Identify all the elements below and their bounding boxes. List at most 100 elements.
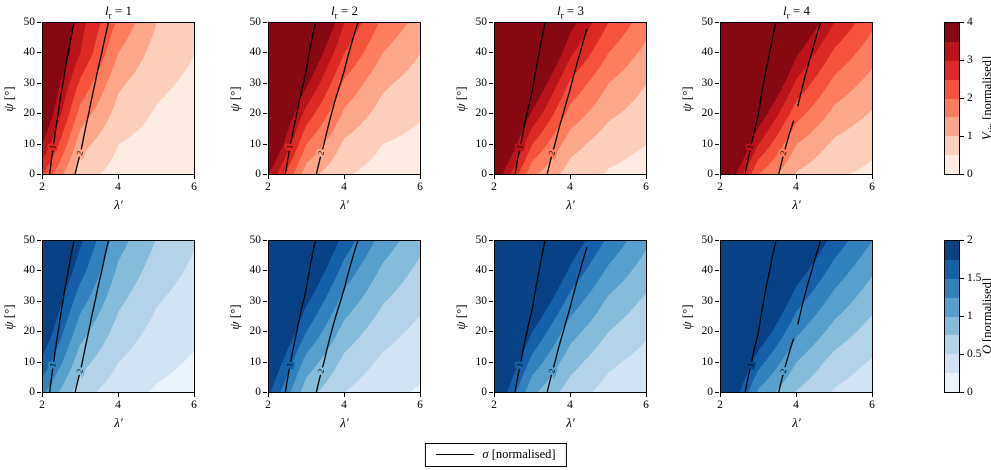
colorbar-tick-label: 2 — [967, 92, 973, 104]
y-tick-label: 50 — [23, 234, 36, 246]
colorbar-tick-label: 0.5 — [967, 348, 982, 360]
colorbar-band — [945, 155, 959, 174]
colorbar-q-label-rest: [normalised] — [979, 277, 991, 342]
x-tick-label: 2 — [717, 399, 723, 411]
x-tick-label: 2 — [717, 181, 723, 193]
x-tickmark — [570, 175, 571, 179]
y-tickmark — [37, 300, 41, 302]
y-tick-label: 40 — [249, 46, 262, 59]
x-tick-label: 4 — [341, 399, 347, 411]
x-tickmark — [194, 175, 195, 179]
y-axis-label: ψ [°] — [679, 304, 695, 329]
colorbar-tick-label: 1 — [967, 130, 973, 142]
y-tick-label: 0 — [481, 168, 487, 180]
x-tickmark — [796, 175, 797, 179]
colorbar-band — [945, 278, 959, 298]
contour-plot-vtip-lr4 — [720, 22, 873, 175]
contour-plot-vtip-lr1 — [42, 22, 195, 175]
x-axis-label-text: λ′ — [340, 415, 349, 430]
panel-title-var: l — [105, 3, 109, 18]
y-tickmark — [489, 392, 493, 393]
y-axis-label-unit: [°] — [1, 85, 16, 104]
y-axis-label-var: ψ — [679, 321, 694, 330]
colorbar-vtip-label: Vtip [normalised] — [980, 56, 991, 140]
y-tick-label: 0 — [481, 386, 487, 398]
x-tickmark — [42, 175, 43, 179]
x-tickmark — [420, 393, 421, 397]
y-axis-label-unit: [°] — [453, 85, 468, 104]
x-tickmark — [194, 393, 195, 397]
x-tickmark — [268, 175, 269, 179]
panel-title-sub: r — [560, 10, 564, 21]
y-tick-label: 30 — [249, 294, 262, 307]
y-tick-label: 10 — [249, 137, 262, 150]
x-tick-label: 6 — [869, 181, 875, 193]
contour-plot-q-lr2 — [268, 240, 421, 393]
colorbar-tickmark — [960, 22, 964, 23]
x-tick-label: 4 — [341, 181, 347, 193]
y-tickmark — [263, 22, 267, 23]
x-tick-label: 6 — [643, 181, 649, 193]
colorbar-tick-label: 0 — [967, 386, 973, 398]
y-tickmark — [489, 331, 493, 333]
x-tickmark — [720, 393, 721, 397]
y-tick-label: 10 — [475, 355, 488, 368]
y-tick-label: 10 — [23, 137, 36, 150]
x-tick-label: 2 — [265, 399, 271, 411]
x-tickmark — [570, 393, 571, 397]
legend-label-var: σ — [482, 447, 489, 461]
x-tick-label: 6 — [191, 181, 197, 193]
colorbar-band — [945, 79, 959, 99]
y-axis-label: ψ [°] — [1, 304, 17, 329]
x-tickmark — [344, 393, 345, 397]
y-tickmark — [489, 52, 493, 54]
x-tick-label: 6 — [417, 181, 423, 193]
y-tick-label: 50 — [249, 234, 262, 246]
y-tickmark — [489, 113, 493, 115]
y-tickmark — [37, 361, 41, 363]
y-tick-label: 40 — [701, 264, 714, 277]
x-axis-label-text: λ′ — [566, 415, 575, 430]
y-axis-label-var: ψ — [1, 103, 16, 112]
contour-plot-q-lr4 — [720, 240, 873, 393]
y-tick-label: 20 — [475, 325, 488, 338]
x-tick-label: 4 — [793, 399, 799, 411]
legend-label: σ [normalised] — [482, 447, 555, 462]
panel-title-rhs: = 1 — [111, 3, 132, 18]
panel-title-rhs: = 3 — [563, 3, 584, 18]
panel-title-var: l — [783, 3, 787, 18]
y-tickmark — [263, 392, 267, 393]
x-tickmark — [720, 175, 721, 179]
colorbar-tick-label: 3 — [967, 54, 973, 66]
colorbar-q — [944, 240, 960, 393]
y-tickmark — [489, 240, 493, 241]
x-tickmark — [494, 393, 495, 397]
colorbar-band — [945, 259, 959, 279]
y-tick-label: 10 — [475, 137, 488, 150]
x-axis-label: λ′ — [340, 197, 348, 213]
y-tick-label: 50 — [701, 16, 714, 28]
y-tickmark — [263, 52, 267, 54]
colorbar-vtip-label-var: V — [980, 132, 991, 140]
y-tickmark — [715, 240, 719, 241]
x-tickmark — [872, 175, 873, 179]
x-tick-label: 6 — [191, 399, 197, 411]
colorbar-band — [945, 136, 959, 156]
y-tick-label: 40 — [23, 264, 36, 277]
legend: σ [normalised] — [424, 443, 567, 467]
y-tickmark — [715, 22, 719, 23]
colorbar-tickmark — [960, 174, 964, 175]
panel-title-sub: r — [786, 10, 790, 21]
contour-plot-vtip-lr3 — [494, 22, 647, 175]
colorbar-tickmark — [960, 316, 964, 317]
x-axis-label-text: λ′ — [114, 197, 123, 212]
y-axis-label-var: ψ — [453, 103, 468, 112]
y-axis-label: ψ [°] — [227, 86, 243, 111]
colorbar-tickmark — [960, 240, 964, 241]
panel-title-sub: r — [334, 10, 338, 21]
x-axis-label: λ′ — [566, 197, 574, 213]
panel-title-lr3: lr = 3 — [557, 3, 584, 21]
y-tickmark — [263, 331, 267, 333]
x-axis-label-text: λ′ — [792, 415, 801, 430]
colorbar-band — [945, 335, 959, 355]
